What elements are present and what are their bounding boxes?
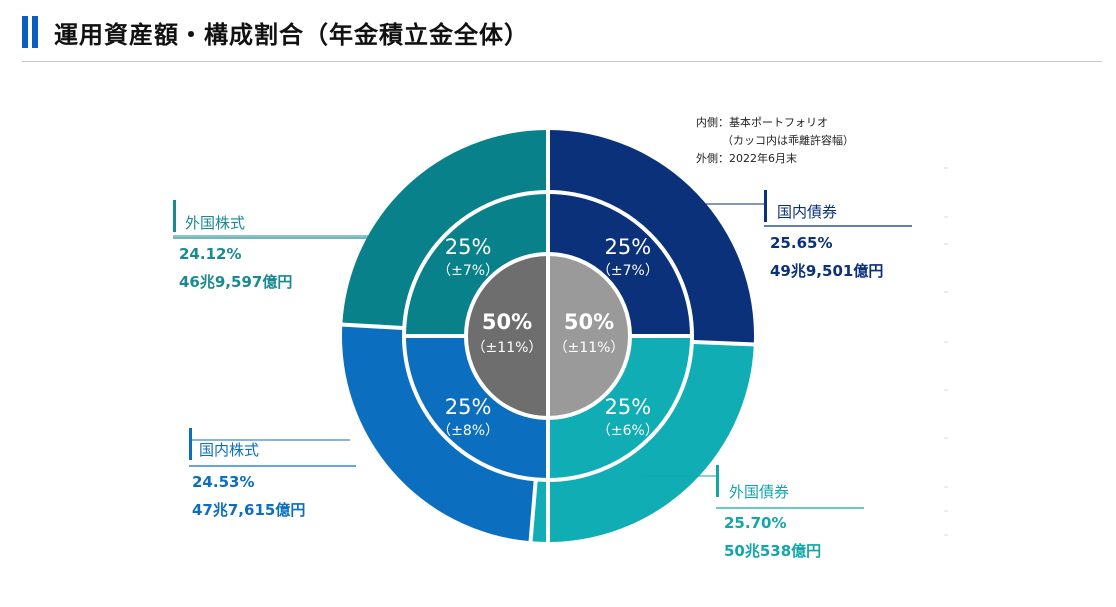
callout-asset-name: 外国債券 bbox=[729, 483, 789, 501]
outer-segment-0 bbox=[548, 130, 755, 345]
callout-marker bbox=[764, 190, 767, 222]
title-accent-bar bbox=[22, 16, 28, 48]
segment-labels: 25% （±7%） 25% （±6%） 25% （±8%） 25% （±7%） 50% （±11%… bbox=[437, 235, 659, 439]
outer-divider-2 bbox=[528, 478, 538, 544]
callout-amount: 49兆9,501億円 bbox=[770, 262, 883, 280]
ring-gap-inner bbox=[464, 252, 632, 420]
callout-percent: 25.70% bbox=[724, 514, 786, 532]
title-accent-bar-secondary bbox=[32, 16, 38, 48]
callout-amount: 50兆538億円 bbox=[724, 542, 821, 560]
outer-divider-3 bbox=[340, 322, 406, 331]
inner-percent-label: 25% bbox=[605, 395, 652, 419]
legend-note: 内側：基本ポートフォリオ （カッコ内は乖離許容幅） 外側：2022年6月末 bbox=[696, 115, 854, 165]
right-edge-ticks bbox=[944, 167, 948, 536]
callout-marker bbox=[716, 465, 719, 497]
inner-band-label: （±6%） bbox=[597, 423, 659, 439]
header-divider bbox=[22, 61, 1102, 62]
callout-percent: 24.53% bbox=[192, 473, 254, 491]
callout-percent: 25.65% bbox=[770, 234, 832, 252]
note-inner: 内側：基本ポートフォリオ bbox=[696, 115, 828, 129]
ring-gap-outer bbox=[402, 190, 694, 482]
core-band-label: （±11%） bbox=[554, 340, 625, 356]
core-percent-label: 50% bbox=[564, 310, 614, 334]
inner-percent-label: 25% bbox=[445, 395, 492, 419]
core-percent-label: 50% bbox=[482, 310, 532, 334]
callout-asset-name: 国内債券 bbox=[777, 203, 837, 221]
outer-segment-1 bbox=[530, 341, 754, 542]
note-band: （カッコ内は乖離許容幅） bbox=[722, 133, 854, 147]
outer-segment-3 bbox=[342, 130, 548, 329]
page-title: 運用資産額・構成割合（年金積立金全体） bbox=[54, 20, 529, 49]
inner-band-label: （±7%） bbox=[437, 263, 499, 279]
page-header: 運用資産額・構成割合（年金積立金全体） bbox=[22, 14, 529, 50]
ring-dividers bbox=[340, 128, 756, 544]
inner-segment-1 bbox=[548, 336, 692, 480]
inner-segment-0 bbox=[548, 192, 692, 336]
outer-divider-1 bbox=[690, 339, 756, 347]
callout-percent: 24.12% bbox=[179, 245, 241, 263]
core-segment-1 bbox=[466, 254, 548, 418]
core-band-label: （±11%） bbox=[472, 340, 543, 356]
inner-segment-2 bbox=[404, 336, 548, 480]
callout-asset-name: 外国株式 bbox=[185, 214, 245, 232]
inner-percent-label: 25% bbox=[605, 235, 652, 259]
callout-amount: 47兆7,615億円 bbox=[192, 501, 305, 519]
note-outer: 外側：2022年6月末 bbox=[696, 151, 797, 165]
core-segment-0 bbox=[548, 254, 630, 418]
inner-band-label: （±8%） bbox=[437, 423, 499, 439]
inner-band-label: （±7%） bbox=[597, 263, 659, 279]
inner-ring bbox=[404, 192, 692, 480]
callout-marker bbox=[189, 428, 192, 460]
callout-asset-name: 国内株式 bbox=[199, 441, 259, 459]
core-circle bbox=[466, 254, 630, 418]
inner-percent-label: 25% bbox=[445, 235, 492, 259]
callout-marker bbox=[173, 200, 176, 232]
callout-amount: 46兆9,597億円 bbox=[179, 273, 292, 291]
inner-segment-3 bbox=[404, 192, 548, 336]
